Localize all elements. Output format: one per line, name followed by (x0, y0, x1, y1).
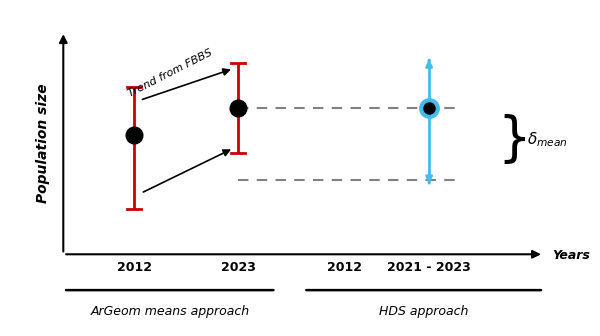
Text: }: } (497, 114, 531, 166)
Text: $\delta_{mean}$: $\delta_{mean}$ (527, 131, 568, 150)
Text: HDS approach: HDS approach (379, 305, 469, 318)
Text: Years: Years (552, 249, 590, 262)
Text: 2021 - 2023: 2021 - 2023 (387, 261, 471, 274)
Text: 2012: 2012 (117, 261, 152, 274)
Text: 2023: 2023 (221, 261, 256, 274)
Text: 2012: 2012 (327, 261, 362, 274)
Text: Population size: Population size (35, 83, 50, 203)
Text: ArGeom means approach: ArGeom means approach (90, 305, 250, 318)
Text: Trend from FBBS: Trend from FBBS (126, 48, 214, 99)
